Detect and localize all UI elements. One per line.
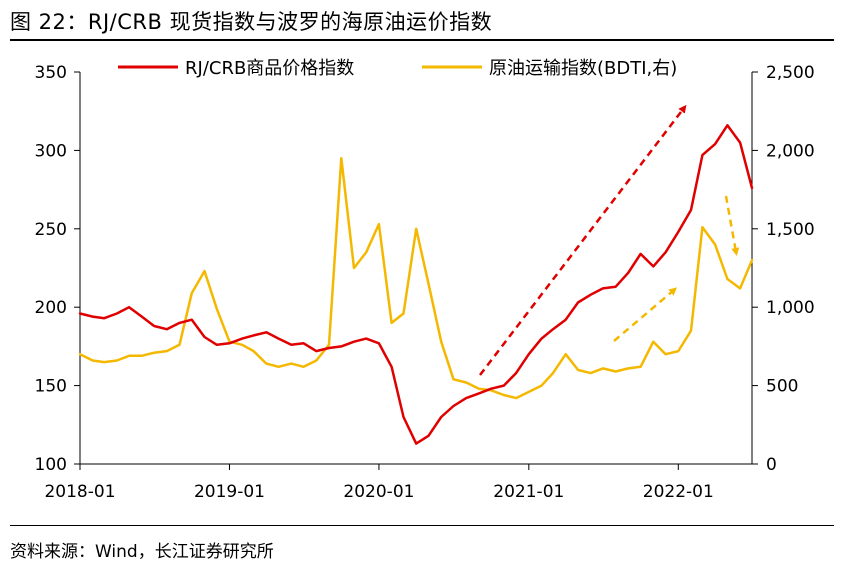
- left-y-tick-label: 300: [35, 141, 67, 161]
- right-y-tick-label: 2,500: [766, 63, 815, 83]
- left-y-tick-label: 350: [35, 63, 67, 83]
- right-y-tick-label: 1,500: [766, 220, 815, 240]
- footer-rule: [10, 525, 834, 526]
- legend-label-bdti: 原油运输指数(BDTI,右): [489, 58, 677, 79]
- line-chart: 100 150 200 250 300 350 0 500 1,000 1,500 2,000 2,…: [35, 58, 815, 502]
- left-y-tick-label: 150: [35, 377, 67, 397]
- yellow-uptrend-arrow: [613, 287, 678, 342]
- title-rule: [10, 39, 834, 41]
- left-y-tick-label: 200: [35, 298, 67, 318]
- left-y-tick-label: 250: [35, 220, 67, 240]
- bdti-series-line: [78, 156, 754, 400]
- left-y-tick-group: 100 150 200 250 300 350: [35, 63, 80, 475]
- x-tick-label: 2021-01: [493, 482, 564, 502]
- x-tick-label: 2022-01: [643, 482, 714, 502]
- legend: RJ/CRB商品价格指数 原油运输指数(BDTI,右): [118, 58, 677, 79]
- rjcrb-series-line: [78, 124, 754, 445]
- right-y-tick-label: 500: [766, 377, 798, 397]
- x-tick-label: 2018-01: [44, 482, 115, 502]
- right-y-tick-label: 2,000: [766, 141, 815, 161]
- legend-label-rjcrb: RJ/CRB商品价格指数: [185, 58, 354, 79]
- x-tick-group: 2018-01 2019-01 2020-01 2021-01 2022-01: [44, 464, 714, 502]
- trend-annotations: [479, 104, 740, 376]
- red-uptrend-arrow: [479, 104, 687, 376]
- right-y-tick-label: 1,000: [766, 298, 815, 318]
- right-y-tick-label: 0: [766, 455, 777, 475]
- series-layer: [78, 124, 754, 445]
- yellow-downtrend-arrow: [724, 195, 740, 256]
- figure-title: 图 22：RJ/CRB 现货指数与波罗的海原油运价指数: [10, 10, 493, 34]
- x-tick-label: 2020-01: [343, 482, 414, 502]
- x-tick-label: 2019-01: [194, 482, 265, 502]
- source-note: 资料来源：Wind，长江证券研究所: [10, 542, 274, 562]
- left-y-tick-label: 100: [35, 455, 67, 475]
- right-y-tick-group: 0 500 1,000 1,500 2,000 2,500: [752, 63, 815, 475]
